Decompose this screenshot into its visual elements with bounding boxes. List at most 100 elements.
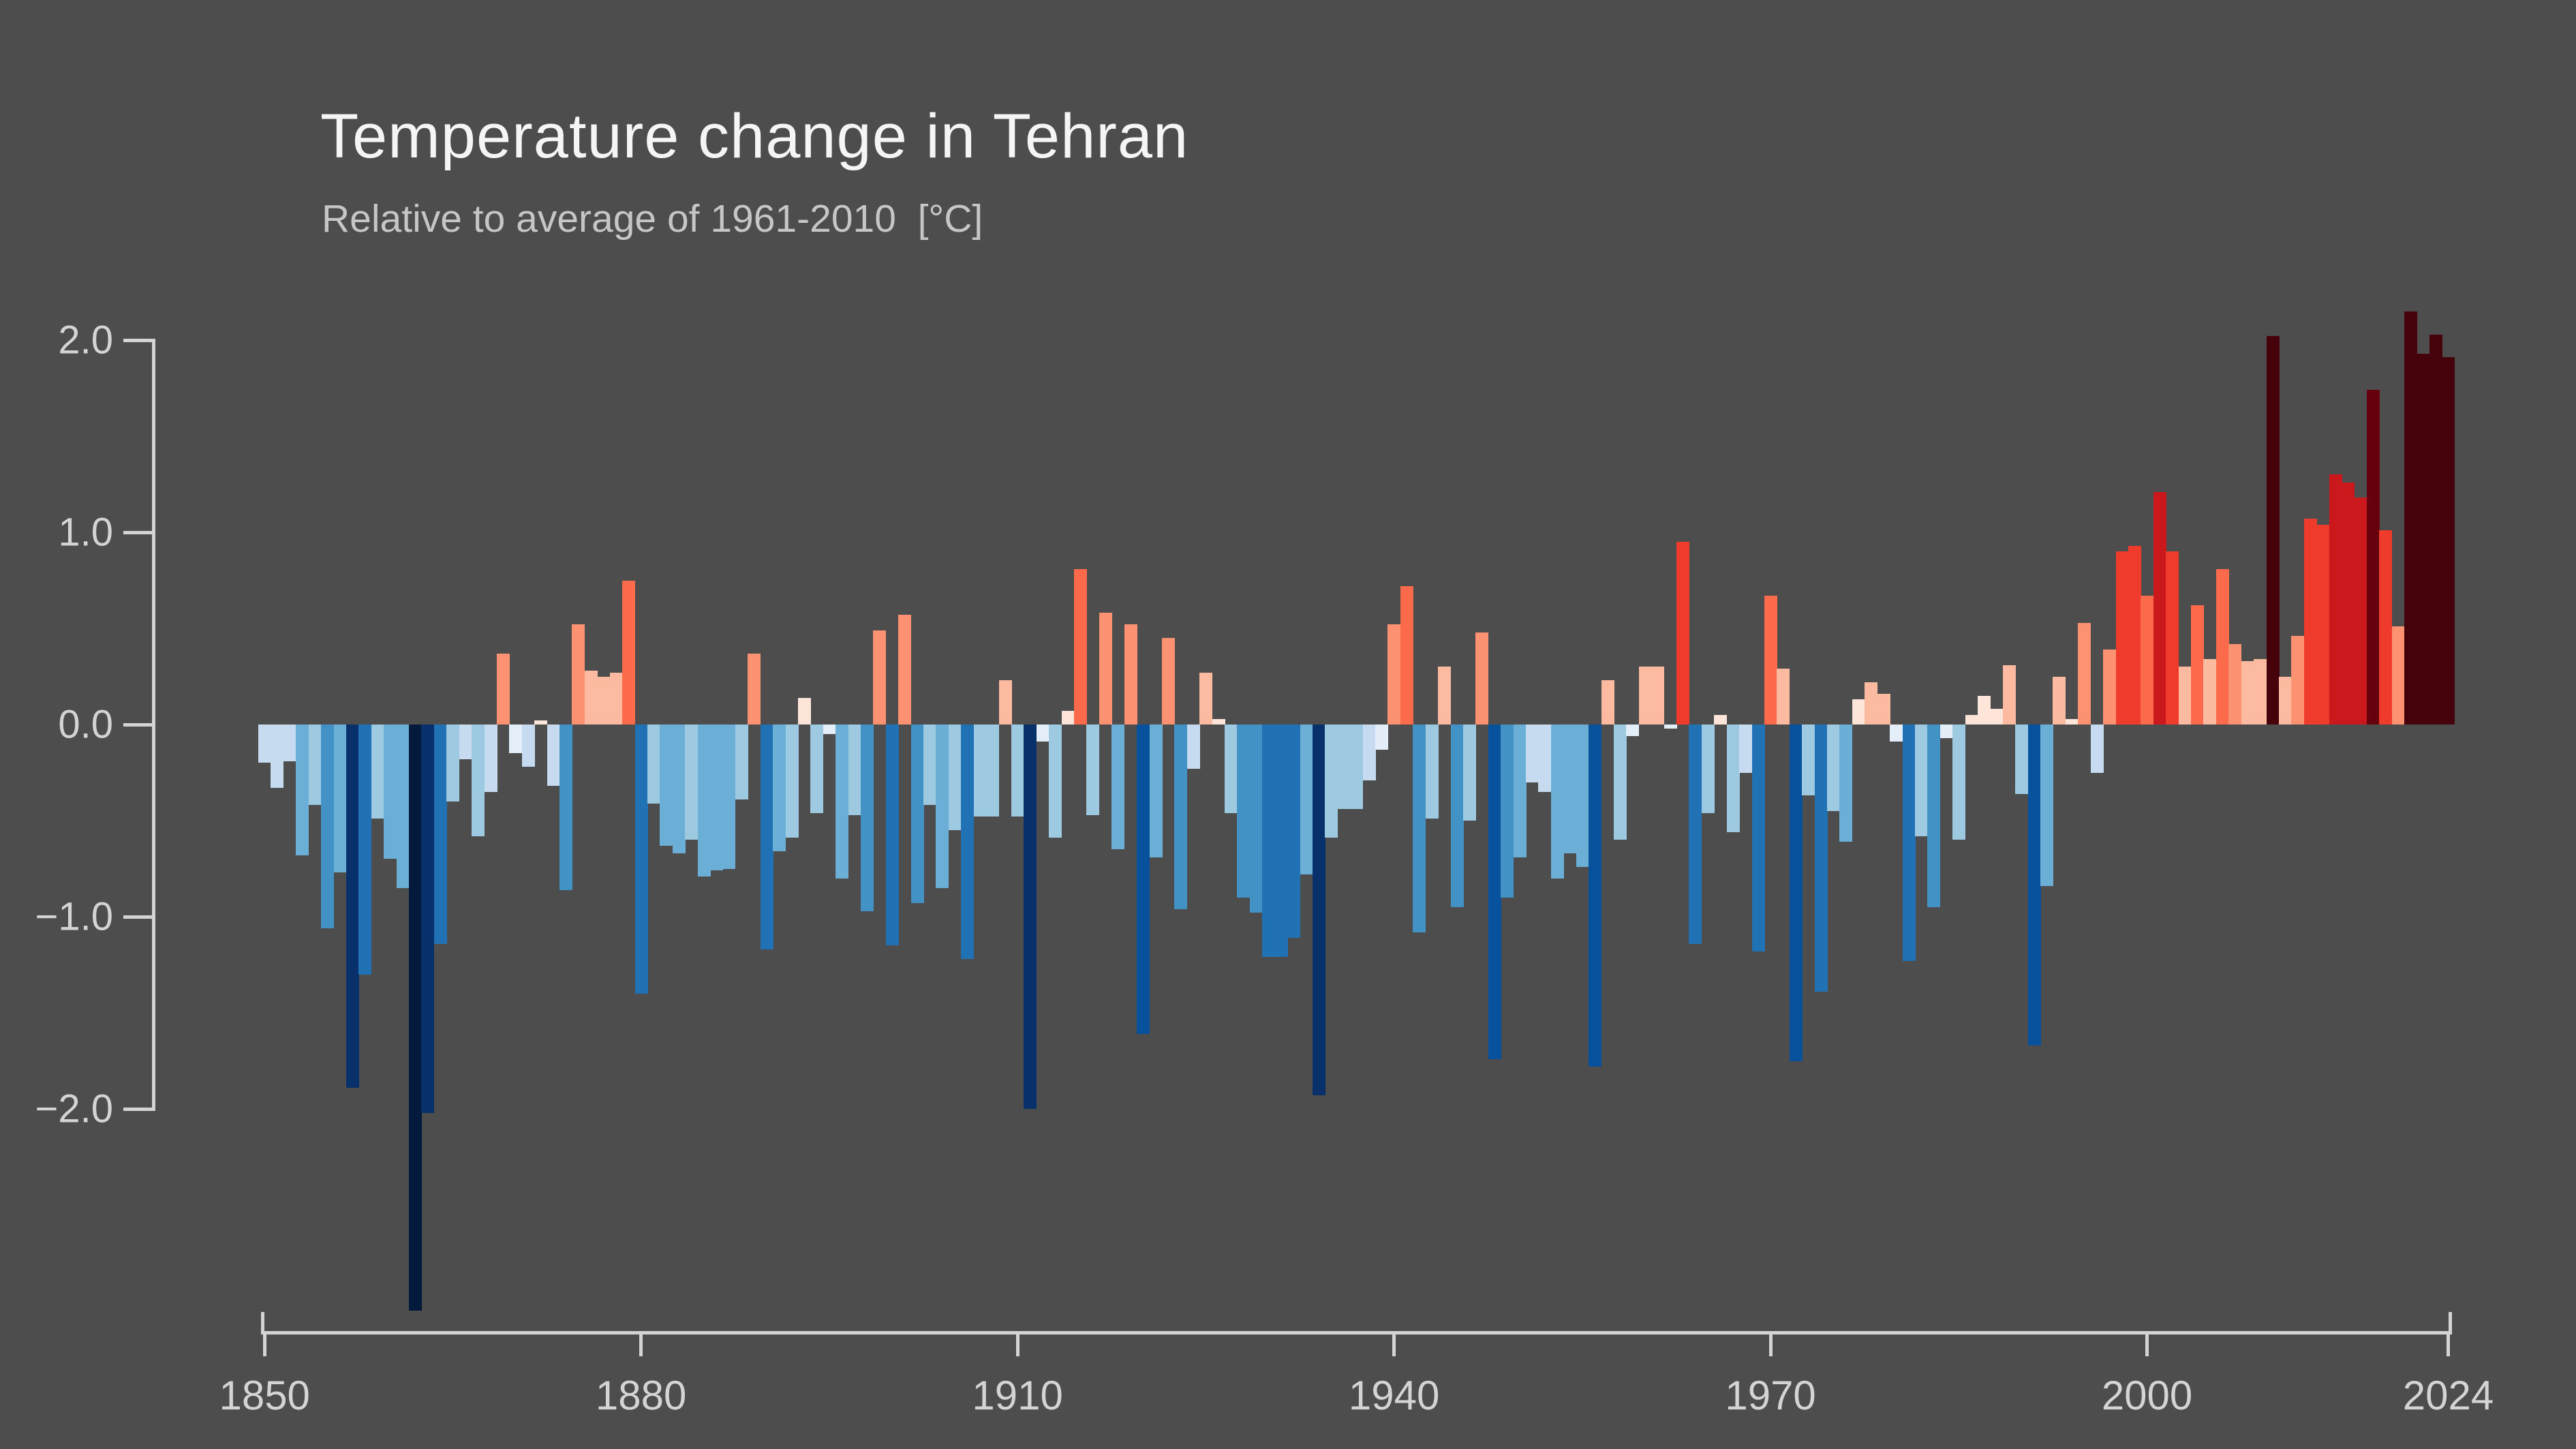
bar-1860 [384, 724, 397, 859]
bar-1968 [1739, 724, 1753, 773]
bar-1932 [1287, 724, 1301, 938]
bar-1928 [1237, 724, 1251, 898]
bar-1874 [559, 724, 572, 890]
bar-1976 [1839, 724, 1853, 842]
bar-1956 [1589, 724, 1602, 1067]
bar-1878 [609, 672, 623, 724]
bar-1890 [760, 724, 773, 949]
bar-1918 [1111, 724, 1125, 850]
x-axis-line [261, 1331, 2452, 1334]
bar-1988 [1990, 709, 2004, 724]
bar-1967 [1726, 724, 1740, 832]
x-tick-label-1910: 1910 [972, 1373, 1063, 1418]
bar-1940 [1387, 624, 1401, 724]
bar-2011 [2278, 676, 2292, 724]
bar-1899 [873, 630, 887, 724]
bar-1996 [2090, 724, 2104, 773]
bar-1907 [973, 724, 987, 817]
bar-1989 [2002, 665, 2016, 724]
bar-1938 [1362, 724, 1376, 780]
bar-1946 [1462, 724, 1476, 821]
bar-2005 [2203, 659, 2217, 724]
bar-1913 [1049, 724, 1062, 838]
bar-1864 [433, 724, 447, 944]
bar-1861 [396, 724, 410, 888]
bar-1883 [672, 724, 686, 853]
bar-1915 [1074, 568, 1087, 724]
bar-1937 [1350, 724, 1364, 810]
bar-1911 [1024, 724, 1037, 1109]
x-tick-label-2024: 2024 [2402, 1373, 2494, 1418]
bar-1916 [1086, 724, 1100, 815]
x-tick-label-1940: 1940 [1348, 1373, 1440, 1418]
bar-1871 [521, 724, 535, 767]
bar-1869 [496, 653, 510, 724]
bar-1945 [1450, 724, 1464, 907]
bar-1948 [1488, 724, 1501, 1059]
x-tick-1940 [1392, 1331, 1396, 1356]
bar-1950 [1513, 724, 1527, 857]
bar-1929 [1249, 724, 1263, 913]
bar-1901 [898, 615, 912, 724]
bar-1893 [797, 697, 811, 724]
bar-2012 [2291, 636, 2305, 724]
bar-1980 [1890, 724, 1903, 742]
bar-1898 [861, 724, 874, 911]
bar-2013 [2303, 519, 2317, 724]
bar-1990 [2015, 724, 2029, 794]
bar-1986 [1965, 714, 1978, 724]
bar-1924 [1186, 724, 1200, 769]
x-tick-label-1970: 1970 [1725, 1373, 1816, 1418]
bar-1923 [1174, 724, 1188, 909]
bar-1866 [459, 724, 472, 759]
bar-2022 [2417, 353, 2430, 724]
y-tick-0.0 [123, 723, 152, 727]
bar-1933 [1300, 724, 1313, 874]
bar-1909 [998, 680, 1012, 724]
bar-2004 [2191, 605, 2204, 724]
y-tick-−2.0 [123, 1108, 152, 1111]
bar-1995 [2078, 622, 2091, 724]
bar-1868 [484, 724, 497, 792]
x-tick-2000 [2145, 1331, 2149, 1356]
bar-1994 [2065, 718, 2079, 724]
bar-1867 [472, 724, 485, 836]
bar-1906 [961, 724, 975, 959]
bar-1885 [697, 724, 711, 876]
bar-1850 [258, 724, 271, 763]
bar-1919 [1124, 624, 1137, 724]
bar-1977 [1852, 699, 1865, 724]
bar-1854 [308, 724, 322, 806]
chart-title: Temperature change in Tehran [320, 102, 1189, 171]
bar-1851 [271, 724, 284, 789]
bar-1921 [1149, 724, 1163, 857]
bar-2014 [2316, 524, 2330, 724]
y-tick-label-−2.0: −2.0 [35, 1086, 114, 1131]
bar-2003 [2178, 667, 2192, 724]
bar-1992 [2040, 724, 2053, 886]
y-tick-label-−1.0: −1.0 [35, 894, 114, 939]
bar-1949 [1501, 724, 1514, 898]
bar-1955 [1576, 724, 1589, 867]
bar-1943 [1425, 724, 1439, 819]
bar-1875 [572, 624, 585, 724]
bar-1886 [710, 724, 723, 871]
bar-1888 [735, 724, 748, 799]
bar-1983 [1927, 724, 1941, 907]
bar-1879 [622, 580, 636, 724]
bar-1887 [722, 724, 736, 869]
bar-1895 [823, 724, 836, 735]
bar-1865 [446, 724, 460, 802]
y-tick-1.0 [123, 531, 152, 534]
y-tick-label-1.0: 1.0 [58, 510, 113, 555]
bar-1857 [346, 724, 359, 1088]
bar-1954 [1563, 724, 1577, 853]
x-tick-1880 [639, 1331, 643, 1356]
bar-1973 [1802, 724, 1815, 796]
bar-2023 [2429, 334, 2442, 724]
bar-1998 [2115, 551, 2129, 724]
bar-1900 [885, 724, 899, 946]
chart-subtitle: Relative to average of 1961-2010 [°C] [322, 197, 983, 241]
bar-1881 [647, 724, 660, 804]
